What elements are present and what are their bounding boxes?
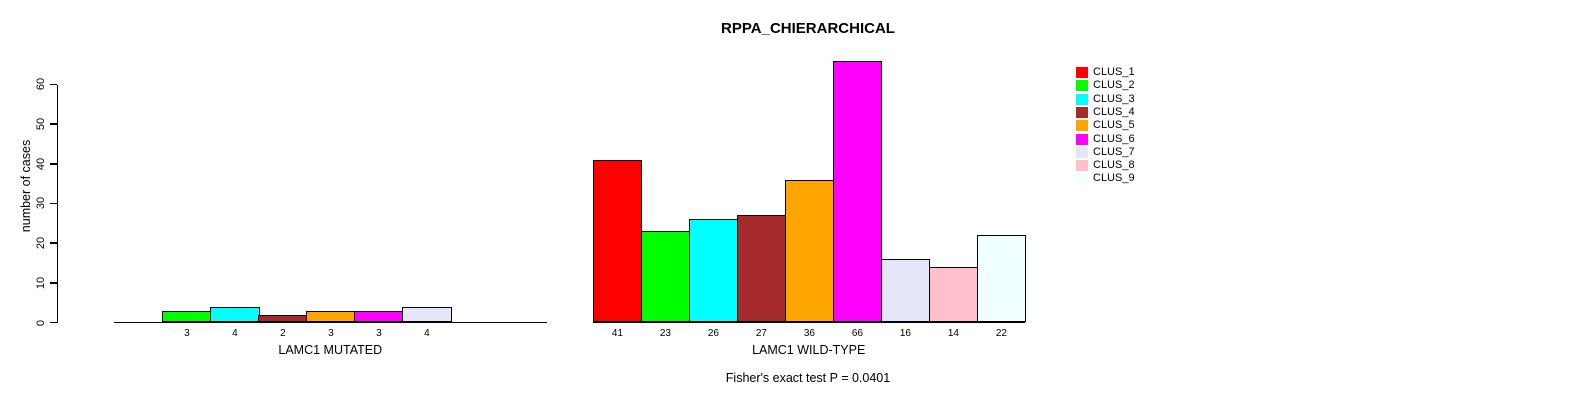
legend-swatch-clus_5 <box>1076 120 1088 132</box>
bar-value-label: 4 <box>424 327 430 339</box>
y-tick-label: 20 <box>35 237 47 250</box>
legend-swatch-clus_6 <box>1076 133 1088 145</box>
bar-value-label: 2 <box>280 327 286 339</box>
legend-label: CLUS_7 <box>1093 145 1135 158</box>
bar-value-label: 3 <box>376 327 382 339</box>
bar-clus_9-lamc1-wild-type <box>976 235 1027 323</box>
x-axis-line-lamc1-wild-type <box>592 321 1025 324</box>
y-axis-tick <box>49 123 57 125</box>
bar-clus_5-lamc1-mutated <box>306 310 356 323</box>
legend-item-clus_3: CLUS_3 <box>1076 92 1135 105</box>
bar-clus_6-lamc1-mutated <box>354 310 404 323</box>
legend-item-clus_5: CLUS_5 <box>1076 119 1135 132</box>
legend-swatch-clus_8 <box>1076 160 1088 172</box>
y-axis-line <box>56 84 59 324</box>
y-tick-label: 0 <box>35 319 47 326</box>
y-axis-tick <box>49 321 57 324</box>
bar-clus_4-lamc1-wild-type <box>736 215 787 323</box>
bar-value-label: 66 <box>851 327 863 339</box>
legend-label: CLUS_2 <box>1093 79 1135 92</box>
legend-swatch-clus_3 <box>1076 93 1088 105</box>
bar-value-label: 3 <box>328 327 334 339</box>
y-tick-label: 30 <box>35 197 47 210</box>
legend-item-clus_8: CLUS_8 <box>1076 159 1135 172</box>
y-tick-label: 10 <box>35 276 47 289</box>
bar-value-label: 14 <box>947 327 959 339</box>
bar-value-label: 16 <box>899 327 911 339</box>
bar-value-label: 26 <box>707 327 719 339</box>
bar-clus_6-lamc1-wild-type <box>832 60 883 323</box>
bar-clus_3-lamc1-mutated <box>210 306 260 323</box>
bar-value-label: 27 <box>755 327 767 339</box>
legend-item-clus_1: CLUS_1 <box>1076 67 1135 78</box>
legend-label: CLUS_5 <box>1093 119 1135 132</box>
bar-clus_5-lamc1-wild-type <box>784 179 835 323</box>
legend-item-clus_9: CLUS_9 <box>1076 172 1135 185</box>
legend-label: CLUS_8 <box>1093 159 1135 172</box>
chart-title: RPPA_CHIERARCHICAL <box>721 20 895 37</box>
legend-item-clus_4: CLUS_4 <box>1076 105 1135 118</box>
x-axis-line-lamc1-mutated <box>114 321 547 324</box>
y-axis-tick <box>49 83 57 86</box>
y-tick-label: 40 <box>35 157 47 170</box>
legend-swatch-clus_4 <box>1076 106 1088 118</box>
bar-value-label: 3 <box>184 327 190 339</box>
bar-clus_1-lamc1-wild-type <box>592 159 643 323</box>
bar-clus_4-lamc1-mutated <box>258 314 308 323</box>
legend-item-clus_2: CLUS_2 <box>1076 79 1135 92</box>
legend-label: CLUS_4 <box>1093 105 1135 118</box>
bar-value-label: 4 <box>232 327 238 339</box>
bar-value-label: 23 <box>659 327 671 339</box>
bar-value-label: 36 <box>803 327 815 339</box>
legend-swatch-clus_7 <box>1076 146 1088 158</box>
y-tick-label: 50 <box>35 118 47 131</box>
y-axis-tick <box>49 242 57 244</box>
bar-clus_2-lamc1-wild-type <box>640 231 691 323</box>
x-axis-group-label-lamc1-mutated: LAMC1 MUTATED <box>278 342 383 357</box>
legend-item-clus_7: CLUS_7 <box>1076 145 1135 158</box>
bar-value-label: 41 <box>611 327 623 339</box>
bar-clus_3-lamc1-wild-type <box>688 219 739 323</box>
legend-label: CLUS_6 <box>1093 132 1135 145</box>
legend-swatch-clus_1 <box>1076 67 1088 78</box>
bar-clus_7-lamc1-mutated <box>402 306 452 323</box>
legend-label: CLUS_1 <box>1093 66 1135 78</box>
bar-value-label: 22 <box>995 327 1007 339</box>
bar-clus_2-lamc1-mutated <box>162 310 212 323</box>
y-axis-tick <box>49 282 57 284</box>
legend-item-clus_6: CLUS_6 <box>1076 132 1135 145</box>
y-axis-tick <box>49 202 57 205</box>
bar-clus_8-lamc1-wild-type <box>928 266 979 323</box>
y-axis-title: number of cases <box>19 139 33 233</box>
legend-swatch-clus_2 <box>1076 80 1088 92</box>
y-tick-label: 60 <box>35 78 47 91</box>
bar-clus_7-lamc1-wild-type <box>880 259 931 323</box>
legend-label: CLUS_9 <box>1093 172 1135 185</box>
legend-label: CLUS_3 <box>1093 92 1135 105</box>
legend-swatch-clus_9 <box>1076 173 1088 185</box>
fisher-test-annotation: Fisher's exact test P = 0.0401 <box>725 371 891 385</box>
x-axis-group-label-lamc1-wild-type: LAMC1 WILD-TYPE <box>752 342 866 357</box>
y-axis-tick <box>49 163 57 165</box>
